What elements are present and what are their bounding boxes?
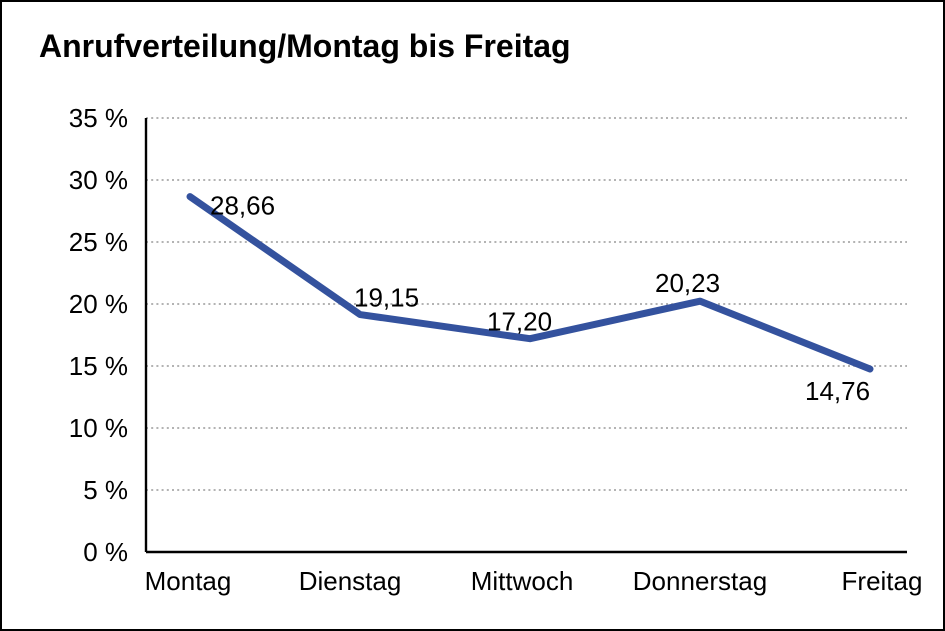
data-point-label: 19,15 [354,283,419,313]
x-category-label: Mittwoch [471,566,574,596]
data-point-label: 28,66 [210,191,275,221]
series-line [186,193,874,373]
data-point-label: 14,76 [805,376,870,406]
x-category-label: Dienstag [299,566,402,596]
y-tick-label: 20 % [69,289,128,319]
y-tick-label: 15 % [69,351,128,381]
y-tick-label: 10 % [69,413,128,443]
data-point-label: 20,23 [655,268,720,298]
y-tick-label: 0 % [83,537,128,567]
x-category-label: Donnerstag [633,566,767,596]
y-tick-label: 25 % [69,227,128,257]
y-tick-label: 35 % [69,103,128,133]
y-tick-label: 5 % [83,475,128,505]
data-point-label: 17,20 [487,307,552,337]
x-category-label: Montag [145,566,232,596]
y-tick-label: 30 % [69,165,128,195]
x-category-label: Freitag [842,566,923,596]
chart-title: Anrufverteilung/Montag bis Freitag [39,28,571,64]
